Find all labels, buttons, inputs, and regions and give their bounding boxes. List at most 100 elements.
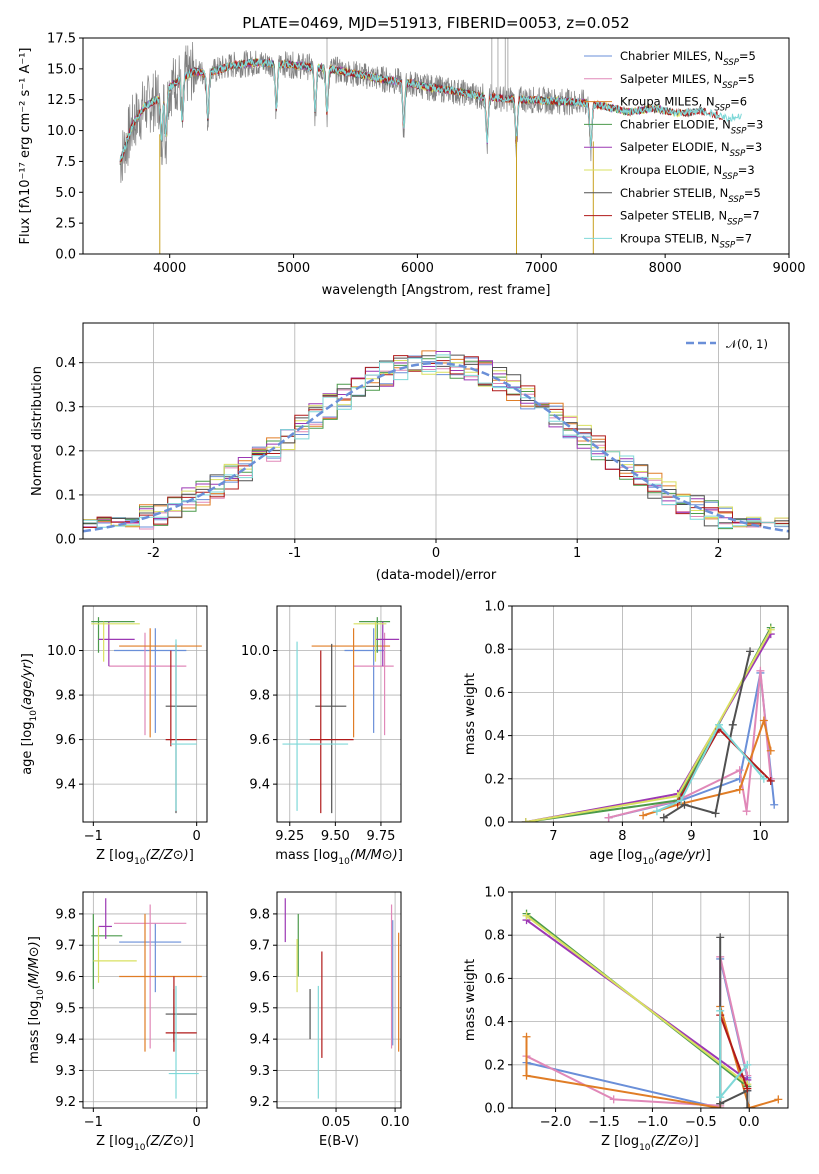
- mass_vs_EBV-ytick-label: 9.2: [249, 1095, 270, 1110]
- mass_vs_EBV-ytick-label: 9.6: [249, 970, 270, 985]
- mass_weight_vs_Z-axes: −2.0 −1.5 −1.0 −0.5 0.0 0.0 0.2 0.4 0.6 0.8 1.0: [484, 886, 789, 1130]
- age_vs_Z-xtick-label: 0: [193, 829, 201, 844]
- mass_vs_EBV-xtick-label: 0.05: [322, 1115, 351, 1130]
- mass_weight_vs_Z-xtick-label: 0.0: [739, 1115, 760, 1130]
- mass_weight_vs_age-marker-chabrier-stelib: [659, 813, 668, 822]
- mass_weight_vs_Z-marker-kroupa-miles: [745, 1104, 754, 1108]
- mass_weight_vs_age-xlabel: age [log10(age/yr)]: [589, 848, 711, 867]
- mass_weight_vs_age-marker-chabrier-stelib: [746, 647, 755, 656]
- mass_weight_vs_age-line-salpeter-elodie: [525, 633, 772, 822]
- mass_vs_Z-ylabel: mass [log10(M/M⊙)]: [27, 936, 46, 1064]
- mass_weight_vs_age-marker-kroupa-stelib: [652, 807, 661, 816]
- residuals-xtick-label: -2: [147, 546, 160, 561]
- age_vs_Z-axes: −1 0 9.4 9.6 9.8 10.0: [47, 605, 208, 844]
- mass_weight_vs_Z-marker-kroupa-stelib: [743, 1060, 752, 1069]
- spectrum-xlabel: wavelength [Angstrom, rest frame]: [322, 283, 551, 298]
- mass_weight_vs_Z-line-salpeter-stelib: [719, 1014, 749, 1089]
- mass_vs_Z-frame: [82, 891, 208, 1109]
- legend-label-kroupa-elodie: Kroupa ELODIE, NSSP=3: [620, 163, 755, 182]
- mass_weight_vs_age-marker-kroupa-stelib: [759, 774, 768, 783]
- residuals-xtick-label: 0: [432, 546, 440, 561]
- mass_vs_Z-ytick-label: 9.7: [55, 939, 76, 954]
- legend-label-salpeter-miles: Salpeter MILES, NSSP=5: [620, 72, 755, 91]
- mass_weight_vs_age-ytick-label: 0.4: [484, 729, 505, 744]
- legend-label-salpeter-elodie: Salpeter ELODIE, NSSP=3: [620, 140, 762, 159]
- mass_weight_vs_age-marker-kroupa-miles: [639, 811, 648, 820]
- mass_weight_vs_age-ylabel: mass weight: [463, 673, 478, 755]
- age_vs_Z-xlabel: Z [log10(Z/Z⊙)]: [96, 848, 194, 867]
- mass_weight_vs_Z-plot-area: [512, 892, 788, 1108]
- age_vs_Z-ytick-label: 9.8: [55, 689, 76, 704]
- mass_weight_vs_Z-marker-salpeter-stelib: [743, 1084, 752, 1093]
- mass_vs_EBV-xlabel: E(B-V): [319, 1134, 359, 1149]
- residuals-ylabel: Normed distribution: [30, 366, 45, 496]
- residuals-axes: -2 -1 0 1 2 0.0 0.1 0.2 0.3 0.4: [55, 322, 790, 561]
- age_vs_Z-plot-area: [83, 606, 207, 822]
- mass_weight_vs_age-marker-kroupa-miles: [759, 716, 768, 725]
- residuals-ytick-label: 0.2: [55, 444, 76, 459]
- spectrum-frame: [82, 37, 790, 255]
- mass_weight_vs_age-marker-salpeter-miles: [742, 807, 751, 816]
- mass_weight_vs_Z-ylabel: mass weight: [463, 959, 478, 1041]
- age_vs_Z-ytick-label: 9.6: [55, 733, 76, 748]
- spectrum-axes: 4000 5000 6000 7000 8000 9000 0.0 2.5 5.0 7.5 10.0…: [47, 32, 806, 277]
- mass_vs_EBV-ytick-label: 9.8: [249, 907, 270, 922]
- mass_weight_vs_age-ytick-label: 0.0: [484, 816, 505, 831]
- mass_weight_vs_Z-marker-salpeter-miles: [609, 1095, 618, 1104]
- spectrum-model-kroupa-stelib: [119, 58, 742, 161]
- mass_weight_vs_Z-ytick-label: 1.0: [484, 886, 505, 901]
- mass_weight_vs_age-xtick-label: 7: [549, 829, 557, 844]
- legend-label-chabrier-miles: Chabrier MILES, NSSP=5: [620, 49, 756, 68]
- mass_weight_vs_age-axes: 7 8 9 10 0.0 0.2 0.4 0.6 0.8 1.0: [484, 600, 789, 844]
- residuals-xtick-label: 2: [714, 546, 722, 561]
- mass_weight_vs_age-line-chabrier-stelib: [663, 651, 751, 819]
- age_vs_Z-xtick-label: −1: [84, 829, 103, 844]
- residuals-xtick-label: 1: [573, 546, 581, 561]
- mass_vs_EBV-ytick-label: 9.4: [249, 1033, 270, 1048]
- spectrum-ytick-label: 5.0: [55, 186, 76, 201]
- mass_weight_vs_age-line-kroupa-elodie: [525, 629, 772, 822]
- legend-label-kroupa-stelib: Kroupa STELIB, NSSP=7: [620, 231, 752, 250]
- mass_vs_Z-ytick-label: 9.6: [55, 970, 76, 985]
- spectrum-xtick-label: 6000: [401, 261, 434, 276]
- mass_weight_vs_Z-ytick-label: 0.6: [484, 972, 505, 987]
- age_vs_mass-xtick-label: 9.50: [321, 829, 350, 844]
- age_vs_Z-ylabel: age [log10(age/yr)]: [20, 653, 39, 775]
- mass_weight_vs_age-marker-kroupa-miles: [735, 785, 744, 794]
- mass_weight_vs_Z-marker-chabrier-stelib: [716, 933, 725, 942]
- mass_weight_vs_Z-line-chabrier-miles: [526, 958, 749, 1108]
- mass_weight_vs_age-xtick-label: 10: [752, 829, 769, 844]
- residuals-frame: [82, 322, 790, 540]
- mass_weight_vs_age-marker-salpeter-miles: [756, 666, 765, 675]
- mass_vs_EBV-xtick-label: 0.10: [381, 1115, 410, 1130]
- mass_weight_vs_age-marker-chabrier-miles: [770, 800, 779, 809]
- mass_weight_vs_age-xtick-label: 9: [687, 829, 695, 844]
- residuals-ytick-label: 0.1: [55, 488, 76, 503]
- mass_vs_Z-ytick-label: 9.8: [55, 907, 76, 922]
- mass_weight_vs_Z-marker-chabrier-stelib: [743, 1104, 752, 1108]
- legend-label-salpeter-stelib: Salpeter STELIB, NSSP=7: [620, 209, 760, 228]
- mass_vs_Z-ytick-label: 9.3: [55, 1064, 76, 1079]
- mass_weight_vs_age-marker-kroupa-stelib: [677, 796, 686, 805]
- mass_weight_vs_Z-marker-kroupa-elodie: [522, 911, 531, 920]
- mass_vs_Z-xlabel: Z [log10(Z/Z⊙)]: [96, 1134, 194, 1153]
- spectrum-ytick-label: 7.5: [55, 155, 76, 170]
- mass_weight_vs_age-ytick-label: 0.8: [484, 643, 505, 658]
- mass_vs_Z-ytick-label: 9.5: [55, 1001, 76, 1016]
- residuals-plot-area: [83, 323, 789, 539]
- mass_weight_vs_age-line-kroupa-stelib: [656, 722, 765, 813]
- mass_weight_vs_age-line-salpeter-miles: [608, 670, 772, 819]
- residuals-ytick-label: 0.0: [55, 533, 76, 548]
- residuals-xtick-label: -1: [288, 546, 301, 561]
- mass_weight_vs_age-marker-chabrier-stelib: [680, 800, 689, 809]
- mass_weight_vs_Z-line-salpeter-miles: [526, 956, 749, 1107]
- mass_weight_vs_age-ytick-label: 0.6: [484, 686, 505, 701]
- mass_weight_vs_age-plot-area: [512, 606, 788, 822]
- spectrum-xtick-label: 9000: [772, 261, 805, 276]
- mass_vs_Z-ytick-label: 9.4: [55, 1033, 76, 1048]
- spectrum-xtick-label: 8000: [649, 261, 682, 276]
- spectrum-ytick-label: 12.5: [47, 93, 76, 108]
- plot-layer: 4000 5000 6000 7000 8000 90000.02.55.07.510.0…: [18, 32, 806, 1154]
